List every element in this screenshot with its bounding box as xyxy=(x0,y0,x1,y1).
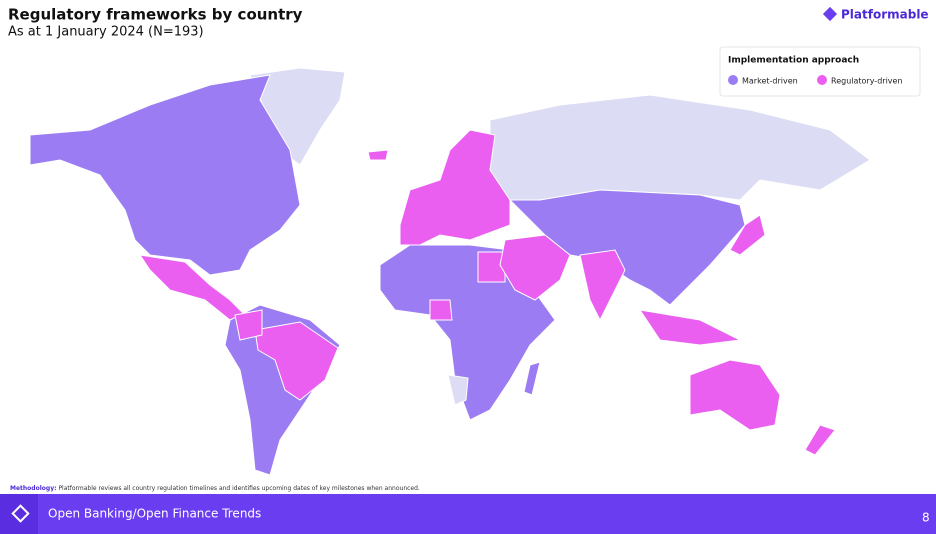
methodology-text: Platformable reviews all country regulat… xyxy=(58,485,419,492)
title: Regulatory frameworks by country xyxy=(8,6,303,24)
nigeria xyxy=(429,299,453,321)
madagascar xyxy=(523,361,541,396)
middle-east xyxy=(499,234,571,301)
southeast-asia xyxy=(638,309,742,346)
logo-icon xyxy=(822,6,838,22)
north-america xyxy=(29,74,301,276)
legend-label: Market-driven xyxy=(742,77,798,86)
footer-title: Open Banking/Open Finance Trends xyxy=(48,507,261,521)
brazil xyxy=(254,321,339,401)
australia xyxy=(689,359,781,431)
legend-title: Implementation approach xyxy=(728,56,859,66)
logo: Platformable xyxy=(822,6,929,22)
methodology-label: Methodology: xyxy=(10,485,57,492)
legend-label: Regulatory-driven xyxy=(831,77,903,86)
colombia xyxy=(234,309,263,341)
world-map xyxy=(29,67,871,476)
namibia xyxy=(447,374,469,406)
russia xyxy=(489,94,871,201)
logo-text: Platformable xyxy=(841,8,929,22)
legend-swatch xyxy=(728,75,738,85)
new-zealand xyxy=(804,424,836,456)
footer-icon xyxy=(11,504,30,523)
iceland xyxy=(367,149,389,161)
legend: Implementation approach Market-driven Reg… xyxy=(719,46,921,97)
subtitle: As at 1 January 2024 (N=193) xyxy=(8,25,204,40)
legend-swatch xyxy=(817,75,827,85)
europe xyxy=(399,129,511,246)
japan xyxy=(729,214,766,256)
legend-box xyxy=(719,46,921,97)
africa xyxy=(379,244,556,421)
egypt xyxy=(477,251,506,283)
page-number: 8 xyxy=(922,511,930,525)
footer-bar xyxy=(0,494,936,534)
footer-icon-box xyxy=(0,494,38,534)
methodology: Methodology: Platformable reviews all co… xyxy=(10,485,420,492)
india xyxy=(579,249,626,322)
